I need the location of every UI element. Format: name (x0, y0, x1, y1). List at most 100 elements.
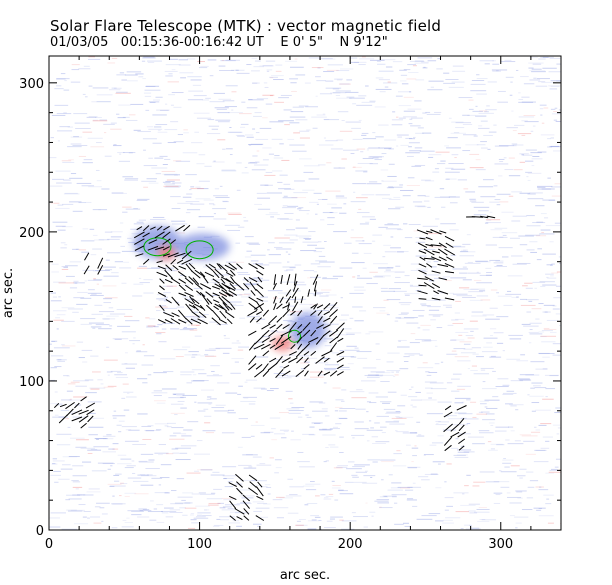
noise-speck (190, 513, 195, 515)
noise-speck (70, 509, 85, 511)
noise-speck (404, 293, 420, 295)
noise-speck (524, 282, 533, 284)
noise-speck (111, 192, 127, 194)
noise-speck (344, 349, 360, 351)
noise-speck (63, 112, 67, 114)
noise-speck (485, 244, 497, 246)
noise-speck (496, 193, 511, 195)
noise-speck (252, 263, 264, 265)
noise-speck (98, 239, 110, 241)
noise-speck (147, 425, 154, 427)
noise-speck (290, 111, 304, 113)
noise-speck (382, 197, 392, 199)
noise-speck (281, 354, 296, 356)
noise-speck (279, 281, 295, 283)
noise-speck (139, 510, 152, 512)
noise-speck (535, 85, 548, 87)
noise-speck (307, 520, 320, 522)
noise-speck (542, 368, 548, 370)
noise-speck (88, 322, 104, 324)
vector-mark (314, 289, 317, 297)
vector-mark (191, 270, 201, 279)
noise-speck (415, 255, 427, 257)
noise-speck (388, 288, 401, 290)
noise-speck (366, 401, 371, 403)
noise-speck (182, 346, 191, 348)
noise-speck (457, 360, 471, 362)
noise-speck (204, 415, 212, 417)
noise-speck (535, 318, 540, 320)
noise-speck (71, 64, 80, 66)
noise-speck (119, 267, 132, 269)
noise-speck (525, 171, 533, 173)
vector-mark (167, 252, 179, 258)
noise-speck (316, 80, 326, 82)
noise-speck (383, 148, 392, 150)
noise-speck (382, 256, 386, 258)
noise-speck (473, 206, 490, 208)
noise-speck (180, 433, 187, 435)
noise-speck (443, 304, 452, 306)
noise-speck (219, 507, 226, 509)
noise-speck (54, 88, 64, 90)
vector-mark (302, 343, 311, 351)
noise-speck (63, 193, 80, 195)
noise-speck (541, 188, 555, 190)
noise-speck (401, 83, 409, 85)
noise-speck (536, 78, 550, 80)
noise-speck (254, 112, 262, 114)
noise-speck (67, 426, 71, 428)
noise-speck (291, 90, 297, 92)
noise-speck (295, 235, 312, 237)
noise-speck (224, 106, 237, 108)
noise-speck (430, 266, 437, 268)
noise-speck (222, 506, 233, 508)
noise-speck (222, 303, 237, 305)
vector-mark (296, 356, 304, 364)
noise-speck (281, 159, 290, 161)
noise-speck (479, 432, 494, 434)
noise-speck (515, 522, 522, 524)
noise-speck (298, 518, 306, 520)
noise-speck (422, 362, 428, 364)
noise-speck (545, 273, 554, 275)
noise-speck (395, 430, 398, 432)
noise-speck (138, 219, 146, 221)
noise-speck (426, 113, 441, 115)
noise-speck (366, 376, 380, 378)
noise-speck (324, 415, 330, 417)
vector-mark (221, 289, 231, 297)
noise-speck (172, 223, 188, 225)
noise-speck (272, 499, 283, 501)
noise-speck (369, 271, 378, 273)
noise-speck (532, 63, 542, 65)
noise-speck (244, 283, 259, 285)
noise-speck (75, 439, 89, 441)
noise-speck (183, 429, 193, 431)
vector-mark (224, 264, 235, 271)
vector-mark (184, 277, 194, 285)
noise-speck (142, 509, 150, 511)
noise-speck (556, 433, 560, 435)
noise-speck (414, 445, 417, 447)
noise-speck (278, 97, 290, 99)
noise-speck (335, 195, 345, 197)
noise-speck (173, 160, 182, 162)
noise-speck (544, 217, 549, 219)
noise-speck (528, 331, 539, 333)
noise-speck (160, 464, 172, 466)
noise-speck (486, 342, 493, 344)
noise-speck (489, 356, 502, 358)
noise-speck (284, 124, 290, 126)
vector-mark (256, 311, 262, 315)
noise-speck (494, 163, 509, 165)
noise-speck (449, 202, 458, 204)
noise-speck (538, 489, 549, 491)
noise-speck (461, 401, 465, 403)
noise-speck (213, 160, 216, 162)
noise-speck (152, 99, 161, 101)
noise-speck (447, 137, 458, 139)
noise-speck (394, 320, 399, 322)
noise-speck (469, 512, 478, 514)
noise-speck (492, 60, 496, 62)
